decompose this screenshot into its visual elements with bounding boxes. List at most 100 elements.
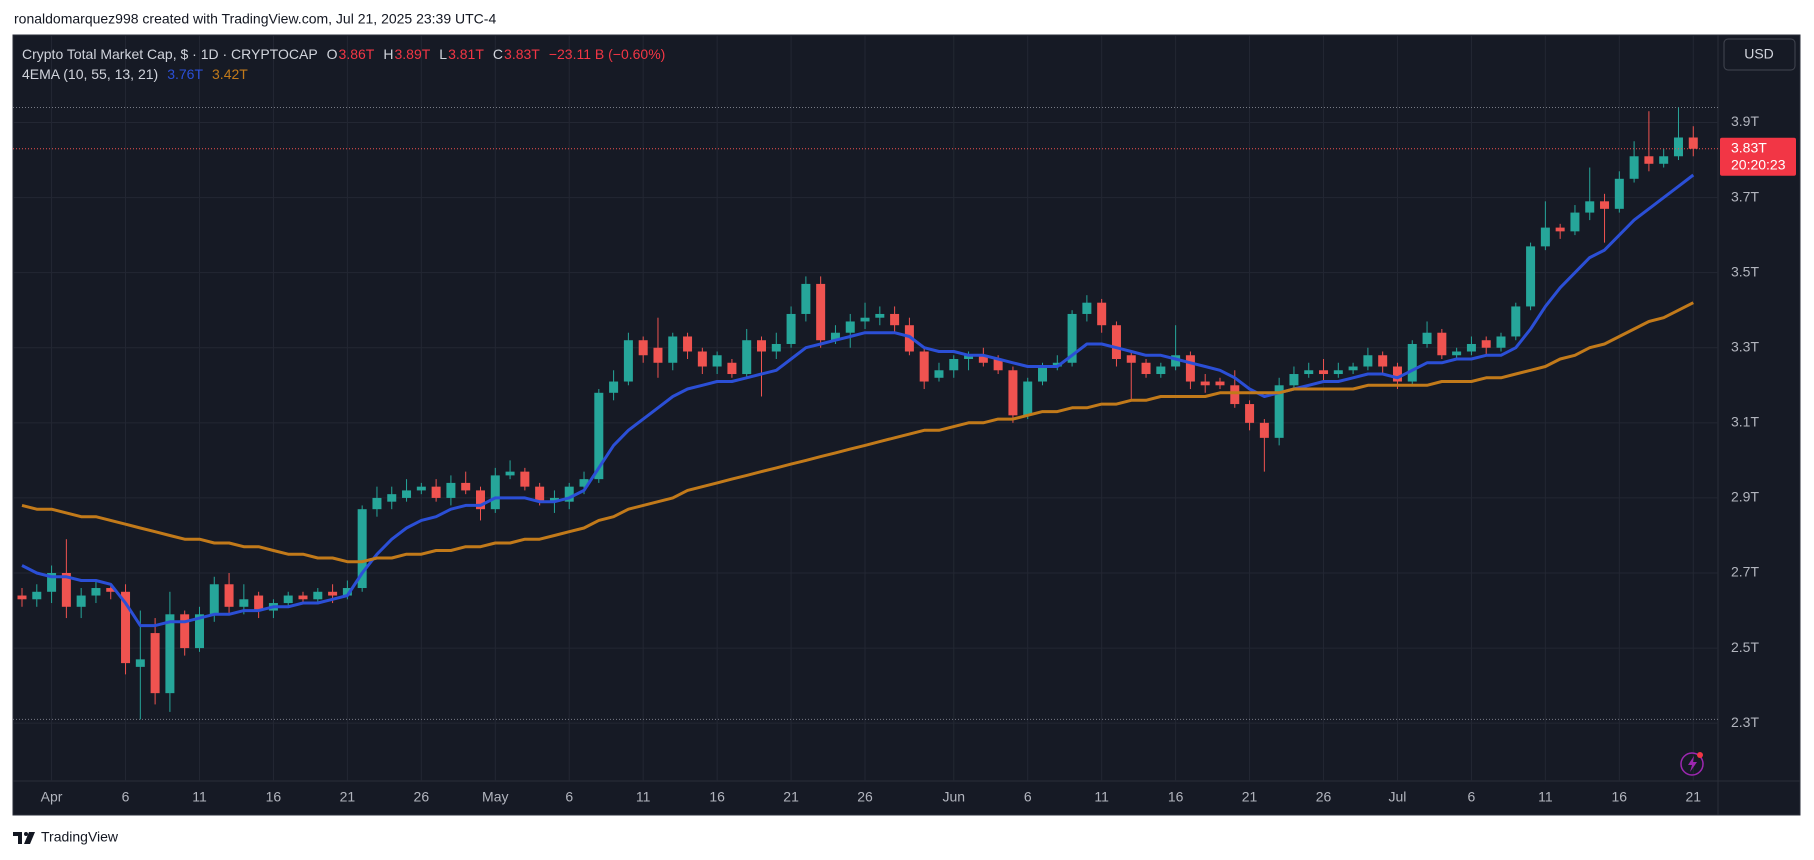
currency-button[interactable] bbox=[1723, 38, 1796, 71]
candle-body bbox=[771, 343, 781, 352]
x-tick-label: 16 bbox=[709, 789, 725, 805]
legend-value: 3.89T bbox=[394, 46, 430, 62]
candle-body bbox=[490, 475, 500, 510]
candle-body bbox=[668, 336, 678, 363]
candle-body bbox=[402, 490, 412, 498]
candle-body bbox=[1097, 302, 1107, 326]
ema-line bbox=[21, 301, 1694, 564]
candle-body bbox=[76, 595, 86, 607]
candle-body bbox=[1673, 137, 1683, 157]
candle-body bbox=[505, 471, 515, 476]
candle-body bbox=[1392, 366, 1402, 382]
candle-body bbox=[1141, 362, 1151, 375]
candle-body bbox=[1200, 381, 1210, 386]
candle-body bbox=[786, 313, 796, 344]
candle-body bbox=[150, 633, 160, 694]
indicator-value: 3.42T bbox=[212, 66, 248, 82]
brand: TradingView bbox=[41, 829, 119, 845]
price-label: 3.83T bbox=[1731, 139, 1767, 155]
y-tick-label: 3.3T bbox=[1731, 338, 1759, 354]
candle-body bbox=[1688, 137, 1698, 149]
x-tick-label: 6 bbox=[122, 789, 130, 805]
credit: ronaldomarquez998 created with TradingVi… bbox=[14, 11, 496, 27]
y-tick-label: 3.5T bbox=[1731, 263, 1759, 279]
candle-body bbox=[475, 490, 485, 510]
candle-body bbox=[697, 351, 707, 367]
candle-body bbox=[609, 381, 619, 393]
candle-body bbox=[135, 659, 145, 667]
candle-body bbox=[32, 591, 42, 600]
candle-body bbox=[964, 355, 974, 360]
candle-body bbox=[949, 359, 959, 371]
candle-body bbox=[313, 591, 323, 600]
candle-body bbox=[1422, 332, 1432, 344]
candle-body bbox=[638, 340, 648, 356]
legend-value: 3.86T bbox=[339, 46, 375, 62]
legend-key: C bbox=[493, 46, 503, 62]
candle-body bbox=[328, 591, 338, 596]
candle-body bbox=[816, 283, 826, 341]
candle-body bbox=[1600, 201, 1610, 209]
candle-body bbox=[254, 595, 264, 611]
candle-body bbox=[1511, 306, 1521, 337]
legend-value: 3.83T bbox=[504, 46, 540, 62]
x-tick-label: 21 bbox=[783, 789, 799, 805]
candle-body bbox=[801, 283, 811, 314]
candle-body bbox=[1185, 355, 1195, 382]
candle-body bbox=[461, 482, 471, 491]
candle-body bbox=[387, 494, 397, 502]
y-tick-label: 3.7T bbox=[1731, 188, 1759, 204]
candle-body bbox=[1023, 381, 1033, 416]
currency[interactable]: USD bbox=[1744, 46, 1774, 62]
candle-body bbox=[845, 321, 855, 333]
logo-part bbox=[13, 832, 22, 844]
candle-body bbox=[890, 313, 900, 326]
alert-icon[interactable] bbox=[1680, 752, 1704, 776]
x-tick-label: 6 bbox=[1468, 789, 1476, 805]
candle-body bbox=[106, 588, 116, 592]
candle-body bbox=[1466, 343, 1476, 352]
candle-body bbox=[1644, 156, 1654, 164]
candle-body bbox=[830, 332, 840, 341]
candle-body bbox=[342, 588, 352, 596]
x-tick-label: 11 bbox=[1094, 789, 1109, 805]
candle-body bbox=[1585, 201, 1595, 213]
x-tick-label: 6 bbox=[1024, 789, 1032, 805]
candle-body bbox=[180, 614, 190, 649]
candle-body bbox=[934, 370, 944, 378]
candle-body bbox=[1437, 332, 1447, 356]
legend-key: H bbox=[383, 46, 393, 62]
indicator-legend: 4EMA (10, 55, 13, 21) 3.76T 3.42T bbox=[22, 66, 248, 82]
x-tick-label: 21 bbox=[340, 789, 356, 805]
header: Crypto Total Market Cap, $ · 1D · CRYPTO… bbox=[22, 46, 665, 62]
legend-value: 3.81T bbox=[448, 46, 484, 62]
candle-body bbox=[860, 317, 870, 322]
candle-body bbox=[1038, 366, 1048, 382]
x-tick-label: 11 bbox=[1538, 789, 1553, 805]
candle-body bbox=[993, 359, 1003, 371]
candle-body bbox=[919, 351, 929, 382]
candle-body bbox=[1304, 370, 1314, 375]
x-tick-label: 11 bbox=[636, 789, 651, 805]
brand-logo bbox=[13, 832, 35, 844]
candle-body bbox=[1082, 302, 1092, 314]
candle-body bbox=[875, 313, 885, 318]
logo-part bbox=[24, 832, 35, 844]
candle-body bbox=[1245, 404, 1255, 423]
candle-body bbox=[1526, 246, 1536, 307]
alert-bolt[interactable] bbox=[1688, 756, 1697, 772]
x-tick-label: 6 bbox=[565, 789, 573, 805]
y-tick-label: 3.1T bbox=[1731, 414, 1759, 430]
candle-body bbox=[431, 486, 441, 498]
candle-body bbox=[1111, 325, 1121, 360]
x-tick-label: 26 bbox=[1316, 789, 1332, 805]
candle-body bbox=[1363, 355, 1373, 367]
candle-body bbox=[1452, 351, 1462, 356]
candle-body bbox=[1259, 422, 1269, 438]
alert-circle[interactable] bbox=[1680, 752, 1704, 776]
plot bbox=[13, 107, 1718, 720]
candle-body bbox=[1481, 340, 1491, 348]
alert-dot[interactable] bbox=[1697, 752, 1703, 758]
logo-part bbox=[24, 832, 28, 836]
